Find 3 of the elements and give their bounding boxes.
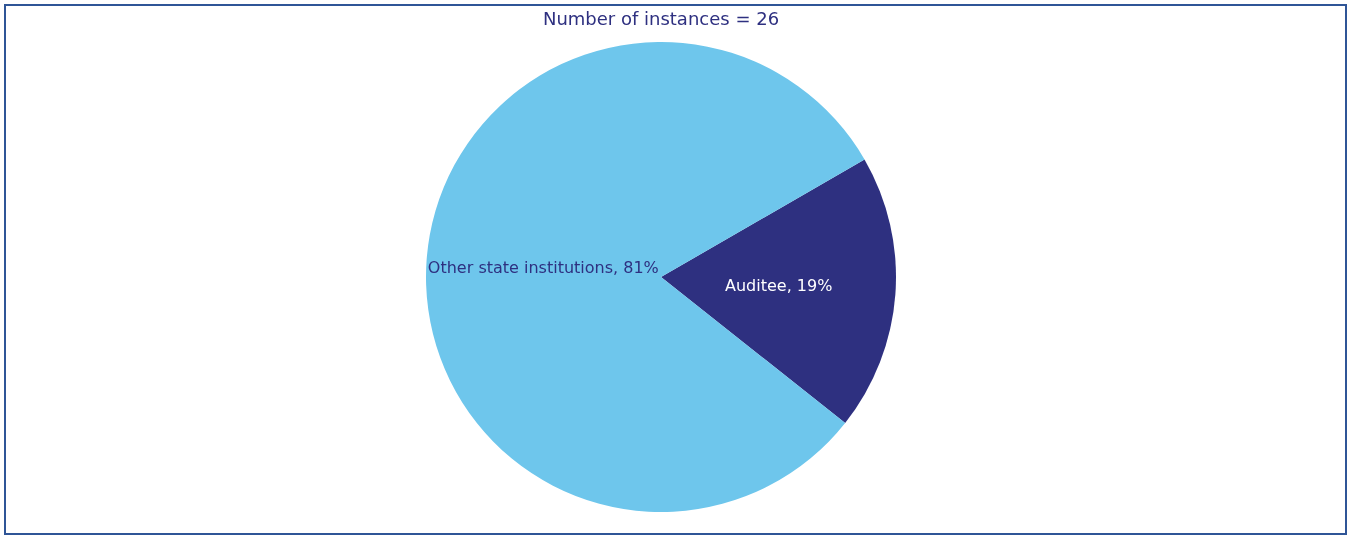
slice-label: Auditee, 19%	[724, 275, 833, 295]
slice-label: Other state institutions, 81%	[427, 258, 659, 278]
chart-title: Number of instances = 26	[542, 8, 780, 29]
